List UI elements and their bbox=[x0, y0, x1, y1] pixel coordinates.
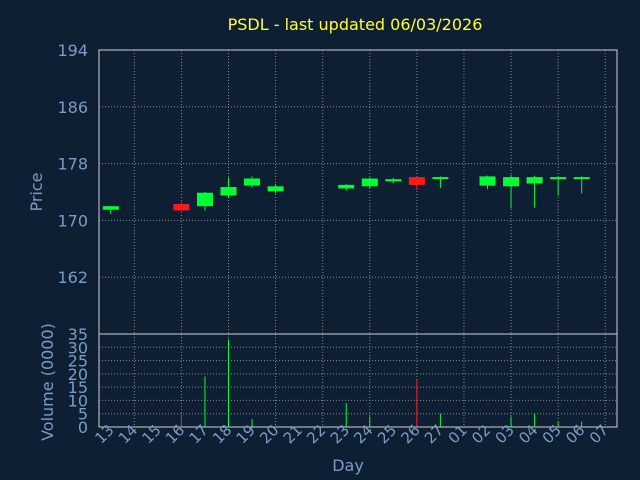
x-tick-label: 04 bbox=[515, 421, 541, 447]
volume-tick-label: 35 bbox=[68, 325, 88, 344]
candle-body bbox=[573, 177, 590, 180]
price-tick-label: 186 bbox=[57, 98, 88, 117]
x-tick-label: 16 bbox=[162, 421, 188, 447]
volume-bars bbox=[180, 339, 583, 427]
price-y-ticks: 194 186 178 170 162 bbox=[57, 41, 88, 287]
x-tick-label: 15 bbox=[138, 421, 164, 447]
price-panel: 194 186 178 170 162 Price bbox=[27, 41, 618, 335]
x-tick-label: 23 bbox=[327, 421, 353, 447]
x-tick-label: 06 bbox=[562, 421, 588, 447]
candle-body bbox=[102, 206, 119, 210]
x-tick-label: 01 bbox=[445, 421, 471, 447]
candle-body bbox=[550, 177, 567, 180]
x-tick-label: 21 bbox=[280, 421, 306, 447]
volume-tick-label: 10 bbox=[68, 391, 88, 410]
x-tick-label: 05 bbox=[539, 421, 565, 447]
candle-body bbox=[173, 204, 190, 211]
x-tick-label: 25 bbox=[374, 421, 400, 447]
chart-title: PSDL - last updated 06/03/2026 bbox=[228, 15, 483, 34]
volume-tick-label: 15 bbox=[68, 378, 88, 397]
price-tick-label: 178 bbox=[57, 155, 88, 174]
price-frame bbox=[98, 49, 618, 335]
volume-axis-label: Volume (0000) bbox=[38, 323, 57, 441]
x-tick-label: 26 bbox=[397, 421, 423, 447]
candle-body bbox=[408, 177, 425, 185]
x-tick-label: 24 bbox=[350, 421, 376, 447]
volume-tick-label: 20 bbox=[68, 365, 88, 384]
x-tick-label: 07 bbox=[586, 421, 612, 447]
volume-tick-label: 25 bbox=[68, 352, 88, 371]
candle-body bbox=[361, 178, 378, 187]
x-tick-label: 20 bbox=[256, 421, 282, 447]
candle-body bbox=[220, 187, 237, 196]
volume-tick-label: 0 bbox=[78, 418, 88, 437]
candle-body bbox=[338, 184, 355, 189]
volume-tick-label: 30 bbox=[68, 338, 88, 357]
x-tick-label: 19 bbox=[233, 421, 259, 447]
candle-body bbox=[526, 177, 543, 184]
price-tick-label: 162 bbox=[57, 268, 88, 287]
price-tick-label: 170 bbox=[57, 211, 88, 230]
x-tick-label: 27 bbox=[421, 421, 447, 447]
x-tick-label: 14 bbox=[115, 421, 141, 447]
price-grid bbox=[99, 50, 617, 334]
price-axis-label: Price bbox=[27, 172, 46, 211]
candle-body bbox=[385, 179, 402, 182]
x-tick-label: 03 bbox=[492, 421, 518, 447]
candle-body bbox=[196, 192, 213, 207]
candle-body bbox=[432, 177, 449, 180]
price-tick-label: 194 bbox=[57, 41, 88, 60]
x-ticks: 1314151617181920212223242526270102030405… bbox=[91, 421, 612, 447]
candle-body bbox=[479, 176, 496, 186]
x-axis-label: Day bbox=[332, 456, 364, 475]
x-tick-label: 02 bbox=[468, 421, 494, 447]
volume-tick-label: 5 bbox=[78, 405, 88, 424]
x-tick-label: 18 bbox=[209, 421, 235, 447]
volume-frame bbox=[98, 333, 618, 428]
x-tick-label: 17 bbox=[186, 421, 212, 447]
volume-grid bbox=[99, 334, 617, 427]
candle-body bbox=[267, 186, 284, 192]
candle-body bbox=[244, 178, 261, 186]
candle-body bbox=[503, 177, 520, 187]
candles bbox=[102, 174, 590, 215]
x-tick-label: 22 bbox=[303, 421, 329, 447]
x-tick-label: 13 bbox=[91, 421, 117, 447]
